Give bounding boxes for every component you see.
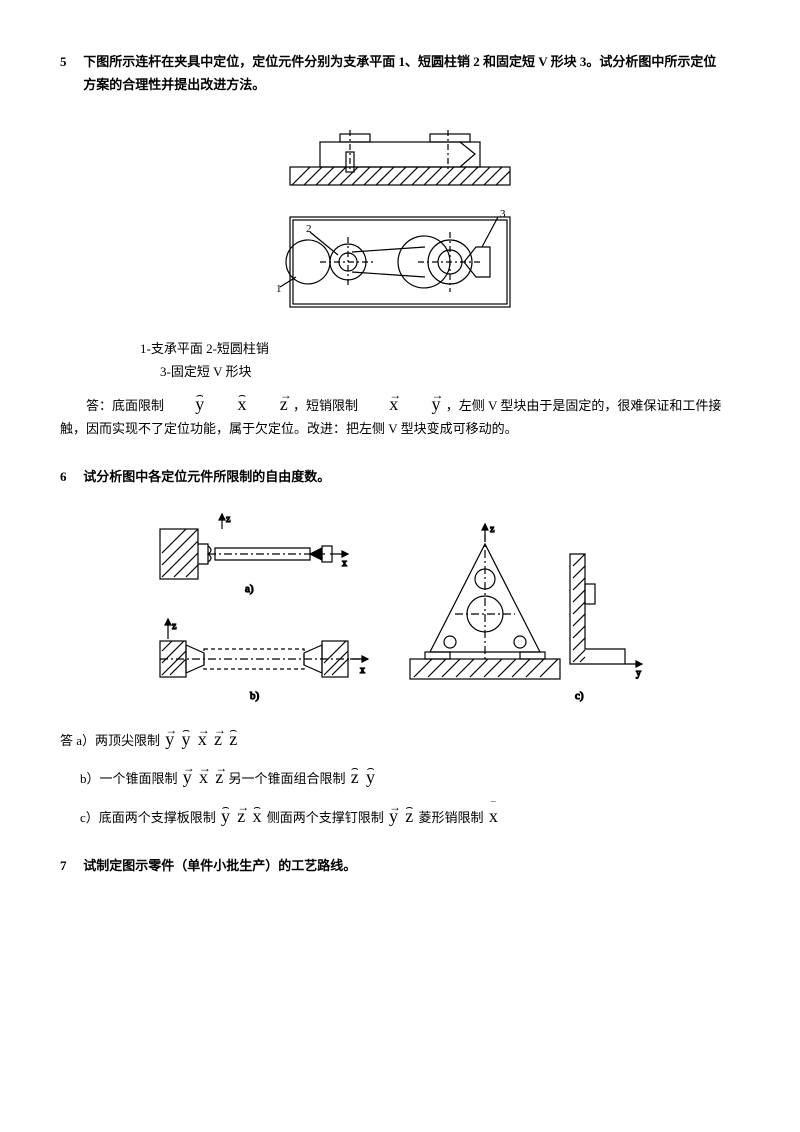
svg-text:x: x <box>360 665 365 676</box>
sym-z-hat: z <box>229 730 237 748</box>
svg-text:1: 1 <box>276 283 282 295</box>
question-5: 5 下图所示连杆在夹具中定位，定位元件分别为支承平面 1、短圆柱销 2 和固定短… <box>60 50 740 440</box>
q5-figure: 1 2 3 <box>60 112 740 322</box>
sym-y-arrow: y <box>406 395 441 413</box>
q5-num: 5 <box>60 50 80 73</box>
q6c-syms1: y z x <box>219 810 267 825</box>
svg-text:x: x <box>342 558 347 569</box>
svg-text:b): b) <box>250 690 260 702</box>
sym-x-hat: x <box>253 807 262 825</box>
question-7: 7 试制定图示零件（单件小批生产）的工艺路线。 <box>60 854 740 877</box>
sym-z-hat: z <box>405 807 413 825</box>
sym-x-bar: x <box>489 807 498 825</box>
sym-y-hat: y <box>221 807 230 825</box>
q5-answer: 答：底面限制 y x z ，短销限制 x y ，左侧 V 型块由于是固定的，很难… <box>60 394 740 441</box>
sym-z-arrow: z <box>254 395 288 413</box>
sym-y-arrow: y <box>183 768 192 786</box>
q5-ans-p1: 答：底面限制 <box>86 398 167 413</box>
q6a-syms: y y x z z <box>163 733 239 748</box>
q6c-label: c）底面两个支撑板限制 <box>80 810 219 825</box>
q5-text: 下图所示连杆在夹具中定位，定位元件分别为支承平面 1、短圆柱销 2 和固定短 V… <box>83 50 723 97</box>
svg-text:a): a) <box>245 583 254 595</box>
svg-text:y: y <box>636 668 641 679</box>
q6b-label: b）一个锥面限制 <box>80 771 178 786</box>
q5-legend: 1-支承平面 2-短圆柱销 3-固定短 V 形块 <box>140 337 740 384</box>
svg-text:z: z <box>172 621 177 632</box>
sym-y-hat: y <box>169 395 204 413</box>
q6b-syms1: y x z <box>181 771 229 786</box>
q5-heading: 5 下图所示连杆在夹具中定位，定位元件分别为支承平面 1、短圆柱销 2 和固定短… <box>60 50 740 97</box>
sym-y-hat: y <box>366 768 375 786</box>
q6-figure: z x a) <box>60 504 740 714</box>
q7-num: 7 <box>60 854 80 877</box>
sym-z-arrow: z <box>237 807 245 825</box>
sym-x-arrow: x <box>199 768 208 786</box>
q6b-syms2: z y <box>349 771 377 786</box>
q6-answer-a: 答 a）两顶尖限制 y y x z z <box>60 729 740 752</box>
svg-text:z: z <box>226 514 231 525</box>
q6-text: 试分析图中各定位元件所限制的自由度数。 <box>83 465 723 488</box>
question-6: 6 试分析图中各定位元件所限制的自由度数。 <box>60 465 740 829</box>
sym-x-arrow: x <box>198 730 207 748</box>
sym-z-arrow: z <box>215 768 223 786</box>
q6b-mid: 另一个锥面组合限制 <box>229 771 346 786</box>
q6-answer-b: b）一个锥面限制 y x z 另一个锥面组合限制 z y <box>80 767 740 790</box>
q7-text: 试制定图示零件（单件小批生产）的工艺路线。 <box>83 854 723 877</box>
q6-heading: 6 试分析图中各定位元件所限制的自由度数。 <box>60 465 740 488</box>
svg-text:z: z <box>490 524 495 535</box>
svg-text:c): c) <box>575 690 584 702</box>
sym-z-hat: z <box>351 768 359 786</box>
sym-y-hat: y <box>182 730 191 748</box>
sym-y-arrow: y <box>389 807 398 825</box>
q6c-syms3: x <box>487 810 500 825</box>
q5-legend-line1: 1-支承平面 2-短圆柱销 <box>140 337 740 360</box>
q5-legend-line2: 3-固定短 V 形块 <box>160 360 740 383</box>
sym-z-arrow: z <box>214 730 222 748</box>
q6c-mid1: 侧面两个支撑钉限制 <box>267 810 384 825</box>
q5-ans-p2: ，短销限制 <box>293 398 361 413</box>
sym-x-hat: x <box>212 395 247 413</box>
q6c-mid2: 菱形销限制 <box>419 810 487 825</box>
q7-heading: 7 试制定图示零件（单件小批生产）的工艺路线。 <box>60 854 740 877</box>
svg-text:3: 3 <box>500 208 506 220</box>
svg-text:2: 2 <box>306 223 312 235</box>
sym-y-arrow: y <box>165 730 174 748</box>
q6c-syms2: y z <box>387 810 419 825</box>
q6-answer-c: c）底面两个支撑板限制 y z x 侧面两个支撑钉限制 y z 菱形销限制 x <box>80 806 740 829</box>
sym-x-arrow: x <box>363 395 398 413</box>
q6-num: 6 <box>60 465 80 488</box>
q6a-label: 答 a）两顶尖限制 <box>60 733 160 748</box>
